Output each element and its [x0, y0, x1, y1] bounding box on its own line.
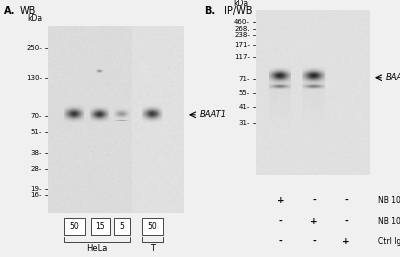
Text: kDa: kDa — [233, 0, 248, 8]
Text: 15: 15 — [96, 222, 105, 231]
Text: -: - — [312, 237, 316, 246]
Text: -: - — [344, 196, 348, 205]
Text: 130-: 130- — [26, 75, 42, 81]
Text: Ctrl IgG IP: Ctrl IgG IP — [378, 237, 400, 246]
Text: 70-: 70- — [30, 113, 42, 119]
Text: 50: 50 — [148, 222, 158, 231]
Text: 71-: 71- — [238, 76, 250, 82]
Text: NB 100-2256 IP: NB 100-2256 IP — [378, 216, 400, 226]
Text: 171-: 171- — [234, 42, 250, 48]
Text: 41-: 41- — [239, 104, 250, 110]
Text: -: - — [279, 237, 282, 246]
Text: 28-: 28- — [31, 166, 42, 172]
Text: 51-: 51- — [31, 129, 42, 135]
Text: -: - — [279, 216, 282, 226]
Text: BAAT1: BAAT1 — [386, 73, 400, 82]
Text: T: T — [150, 244, 155, 253]
Text: WB: WB — [20, 6, 36, 16]
Text: kDa: kDa — [27, 14, 42, 23]
Text: 31-: 31- — [238, 120, 250, 126]
Text: 19-: 19- — [30, 186, 42, 192]
Text: 38-: 38- — [30, 150, 42, 156]
Text: 460-: 460- — [234, 19, 250, 25]
Text: BAAT1: BAAT1 — [200, 110, 227, 119]
Text: NB 100-2255 IP: NB 100-2255 IP — [378, 196, 400, 205]
Text: 16-: 16- — [30, 192, 42, 198]
Text: +: + — [310, 216, 318, 226]
Text: 238-: 238- — [234, 32, 250, 38]
Bar — [142, 218, 163, 235]
Text: 117-: 117- — [234, 54, 250, 60]
Text: B.: B. — [204, 6, 215, 16]
Text: 50: 50 — [70, 222, 79, 231]
Text: -: - — [312, 196, 316, 205]
Text: 268.: 268. — [234, 26, 250, 32]
Text: +: + — [342, 237, 350, 246]
Text: 55-: 55- — [239, 89, 250, 96]
Text: IP/WB: IP/WB — [224, 6, 252, 16]
Text: 250-: 250- — [26, 45, 42, 51]
Text: +: + — [277, 196, 284, 205]
Bar — [114, 218, 130, 235]
Bar — [90, 218, 110, 235]
Bar — [64, 218, 85, 235]
Text: 5: 5 — [120, 222, 124, 231]
Text: A.: A. — [4, 6, 15, 16]
Text: -: - — [344, 216, 348, 226]
Text: HeLa: HeLa — [86, 244, 108, 253]
